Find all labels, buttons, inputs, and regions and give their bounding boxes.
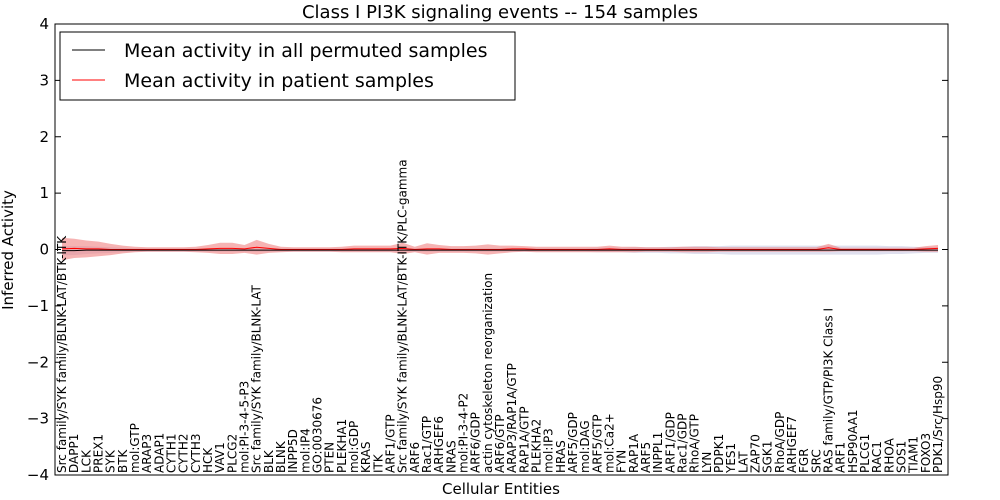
x-tick-label: RAC1 xyxy=(870,441,884,473)
x-tick-label: ADAP1 xyxy=(152,433,166,473)
x-tick-label: mol:GDP xyxy=(347,421,361,473)
x-tick-label: mol:Ca2+ xyxy=(603,413,617,473)
x-tick-label: HRAS xyxy=(554,440,568,473)
x-tick-label: VAV1 xyxy=(213,442,227,473)
x-tick-label: RAS family/GTP/PI3K Class I xyxy=(822,308,836,473)
x-tick-label: RhoA/GDP xyxy=(773,412,787,473)
series-lines xyxy=(61,246,939,252)
x-tick-label: LAT xyxy=(736,451,750,473)
x-tick-label: BTK xyxy=(116,448,130,473)
x-tick-label: RAP1A/GTP xyxy=(517,406,531,473)
x-tick-label: ARF1 xyxy=(834,442,848,473)
x-tick-label: ARF1/GDP xyxy=(663,412,677,473)
x-tick-label: Rac1/GDP xyxy=(676,414,690,473)
x-tick-label: HSP90AA1 xyxy=(846,409,860,473)
x-tick-label: INPP5D xyxy=(286,429,300,473)
legend-label-patient: Mean activity in patient samples xyxy=(124,70,434,92)
y-tick-label: 2 xyxy=(39,128,49,146)
y-tick-label: 4 xyxy=(39,15,49,33)
x-tick-label: DAPP1 xyxy=(67,434,81,473)
y-tick-label: −3 xyxy=(27,410,49,428)
x-tick-label: RhoA/GTP xyxy=(688,414,702,473)
x-tick-label: GO:0030676 xyxy=(311,397,325,473)
x-tick-label: mol:IP3 xyxy=(542,428,556,473)
x-tick-label: NRAS xyxy=(444,440,458,473)
x-tick-label: actin cytoskeleton reorganization xyxy=(481,273,495,473)
x-tick-label: ZAP70 xyxy=(749,434,763,473)
x-tick-label: INPPL1 xyxy=(651,432,665,473)
legend-label-permuted: Mean activity in all permuted samples xyxy=(124,40,487,62)
confidence-bands xyxy=(62,237,938,261)
x-tick-label: ARHGEF7 xyxy=(785,416,799,473)
legend-box xyxy=(59,31,516,101)
x-tick-label: SYK xyxy=(104,449,118,473)
x-tick-label: ARF5/GDP xyxy=(566,412,580,473)
x-tick-label: FYN xyxy=(615,450,629,473)
x-tick-label: mol:PI-3-4-P2 xyxy=(457,393,471,473)
x-tick-label: HCK xyxy=(201,447,215,473)
x-tick-label: CYTH1 xyxy=(165,434,179,474)
x-tick-label: PLCG2 xyxy=(225,434,239,473)
x-tick-label: Src family/SYK family/BLNK-LAT xyxy=(250,284,264,473)
line-permuted xyxy=(62,249,938,252)
x-tick-label: BLNK xyxy=(274,440,288,473)
y-tick-label: −4 xyxy=(27,466,49,484)
x-tick-label: Src family/SYK family/BLNK-LAT/BTK-ITK/P… xyxy=(396,159,410,473)
y-axis: −4 −3 −2 −1 0 1 2 3 4 xyxy=(27,15,948,484)
x-tick-label: PTEN xyxy=(323,442,337,473)
y-tick-label: 1 xyxy=(39,184,49,202)
chart-title: Class I PI3K signaling events -- 154 sam… xyxy=(302,2,698,23)
x-axis: Src family/SYK family/BLNK-LAT/BTK-ITKDA… xyxy=(55,159,945,474)
x-tick-label: CYTH2 xyxy=(177,434,191,474)
x-tick-label: SGK1 xyxy=(761,441,775,473)
y-axis-label: Inferred Activity xyxy=(0,190,17,310)
x-tick-label: ARF6/GDP xyxy=(469,412,483,473)
x-tick-label: BLK xyxy=(262,449,276,473)
x-tick-label: ARF1/GTP xyxy=(384,414,398,473)
y-tick-label: 3 xyxy=(39,71,49,89)
x-tick-label: PDK1/Src/Hsp90 xyxy=(931,376,945,473)
y-tick-label: −2 xyxy=(27,353,49,371)
x-tick-label: PLEKHA2 xyxy=(530,419,544,473)
x-tick-label: YES1 xyxy=(724,443,738,474)
x-axis-label: Cellular Entities xyxy=(442,480,560,498)
x-tick-label: TIAM1 xyxy=(907,436,921,474)
x-tick-label: SRC xyxy=(809,449,823,473)
y-tick-label: −1 xyxy=(27,297,49,315)
x-tick-label: PDPK1 xyxy=(712,434,726,473)
x-tick-label: ARF5/GTP xyxy=(590,414,604,473)
x-tick-label: PLCG1 xyxy=(858,434,872,473)
x-tick-label: ITK xyxy=(371,453,385,473)
legend: Mean activity in all permuted samples Me… xyxy=(59,31,516,101)
x-tick-label: SOS1 xyxy=(895,441,909,473)
x-tick-label: ARAP3/RAP1A/GTP xyxy=(505,363,519,473)
x-tick-label: mol:IP4 xyxy=(298,428,312,473)
x-tick-label: CYTH3 xyxy=(189,434,203,474)
x-tick-label: mol:GTP xyxy=(128,423,142,473)
x-tick-label: FOXO3 xyxy=(919,433,933,473)
x-tick-label: PLEKHA1 xyxy=(335,419,349,473)
x-tick-label: ARF6 xyxy=(408,442,422,473)
y-tick-label: 0 xyxy=(39,241,49,259)
x-tick-label: RAP1A xyxy=(627,433,641,473)
x-tick-label: KRAS xyxy=(359,441,373,473)
x-tick-label: mol:DAG xyxy=(578,420,592,473)
x-tick-label: ARAP3 xyxy=(140,434,154,473)
x-tick-label: ARF6/GTP xyxy=(493,414,507,473)
x-tick-label: FGR xyxy=(797,448,811,473)
x-tick-label: LYN xyxy=(700,452,714,473)
x-tick-label: Src family/SYK family/BLNK-LAT/BTK-ITK xyxy=(55,235,69,473)
x-tick-label: ARHGEF6 xyxy=(432,416,446,473)
x-tick-label: ARF5 xyxy=(639,442,653,473)
line-patient xyxy=(61,246,939,251)
x-tick-label: LCK xyxy=(79,449,93,473)
band-patient xyxy=(62,237,938,261)
x-tick-label: PREX1 xyxy=(92,434,106,473)
x-tick-label: RHOA xyxy=(882,437,896,473)
x-tick-label: Rac1/GTP xyxy=(420,416,434,473)
x-tick-label: mol:PI-3-4-5-P3 xyxy=(238,381,252,473)
